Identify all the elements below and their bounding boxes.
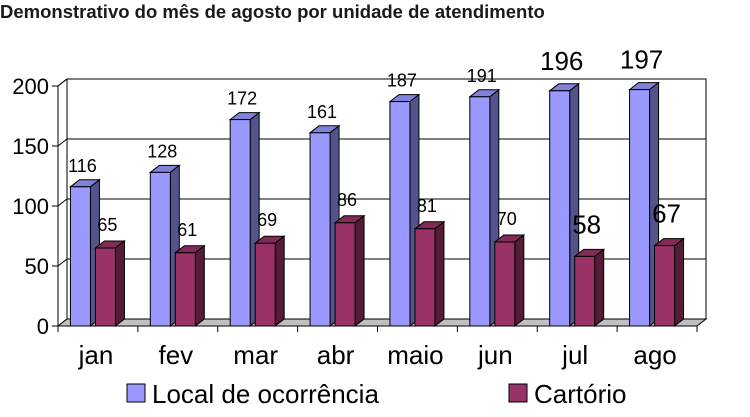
bar-front [629, 89, 651, 327]
data-label: 61 [177, 220, 197, 240]
bar [388, 93, 421, 328]
x-tick-label: maio [387, 340, 443, 370]
bar-side [114, 239, 125, 328]
x-tick-label: ago [633, 340, 676, 370]
bar-front [654, 245, 676, 327]
data-labels: 116 65 128 61 172 69 161 86 187 81 191 70 196 58 197 67 [68, 45, 681, 240]
legend-swatch [508, 383, 528, 403]
bar [653, 237, 686, 328]
legend-item: Cartório [508, 379, 626, 409]
bar [468, 88, 501, 328]
axes: 0 50 100 150 200 jan fev mar abr maio jun jul ago [12, 74, 698, 370]
bar-front [494, 241, 516, 327]
bar-front [469, 96, 491, 327]
data-label: 191 [467, 66, 497, 86]
data-label: 116 [68, 156, 97, 176]
bar-side [434, 220, 445, 328]
chart-title: Demonstrativo do mês de agosto por unida… [0, 1, 545, 22]
legend-label: Local de ocorrência [152, 379, 379, 409]
data-label: 196 [540, 46, 583, 76]
data-label: 81 [417, 196, 437, 216]
bar-front [174, 252, 196, 327]
bars [68, 81, 686, 328]
bar [413, 220, 446, 328]
bar-front [149, 171, 171, 327]
gridline-diagonal [57, 198, 68, 207]
bar-front [334, 222, 356, 327]
bar-front [389, 101, 411, 327]
y-tick-label: 50 [25, 254, 49, 279]
bar-side [274, 235, 285, 328]
data-label: 65 [97, 215, 117, 235]
x-tick-label: jun [477, 340, 513, 370]
x-tick-label: abr [317, 340, 355, 370]
data-label: 67 [652, 199, 681, 229]
x-tick-label: jul [561, 340, 588, 370]
bar-front [69, 186, 91, 327]
bar-front [309, 132, 331, 327]
bar-front [94, 247, 116, 327]
bar-side [594, 248, 605, 328]
bar-side [674, 237, 685, 328]
y-tick-label: 100 [12, 194, 49, 219]
bar [93, 239, 126, 328]
data-label: 187 [387, 71, 417, 91]
bar [333, 214, 366, 328]
data-label: 58 [572, 209, 601, 239]
bar-side [514, 233, 525, 328]
bar-front [229, 119, 251, 327]
x-tick-label: fev [158, 340, 193, 370]
bar-front [574, 255, 596, 327]
bar [228, 111, 261, 328]
bar [493, 233, 526, 328]
y-tick-label: 0 [37, 314, 49, 339]
bar [253, 235, 286, 328]
bar [148, 164, 181, 328]
data-label: 86 [337, 190, 357, 210]
data-label: 197 [620, 45, 663, 75]
legend-swatch [126, 383, 146, 403]
bar-front [414, 228, 436, 327]
y-tick-label: 200 [12, 74, 49, 99]
gridline-diagonal [57, 258, 68, 267]
gridline-diagonal [57, 138, 68, 147]
bar-side [354, 214, 365, 328]
y-tick-label: 150 [12, 134, 49, 159]
legend: Local de ocorrência Cartório [126, 379, 626, 409]
data-label: 172 [227, 89, 257, 109]
data-label: 161 [307, 102, 337, 122]
bar-front [549, 90, 571, 327]
bar-front [254, 242, 276, 327]
x-tick-label: mar [233, 340, 278, 370]
data-label: 128 [147, 141, 177, 161]
data-label: 70 [497, 209, 517, 229]
legend-item: Local de ocorrência [126, 379, 379, 409]
gridline-diagonal [57, 78, 68, 87]
legend-label: Cartório [534, 379, 626, 409]
data-label: 69 [257, 210, 277, 230]
x-tick-label: jan [78, 340, 114, 370]
bar [173, 244, 206, 328]
bar [573, 248, 606, 328]
bar-side [194, 244, 205, 328]
